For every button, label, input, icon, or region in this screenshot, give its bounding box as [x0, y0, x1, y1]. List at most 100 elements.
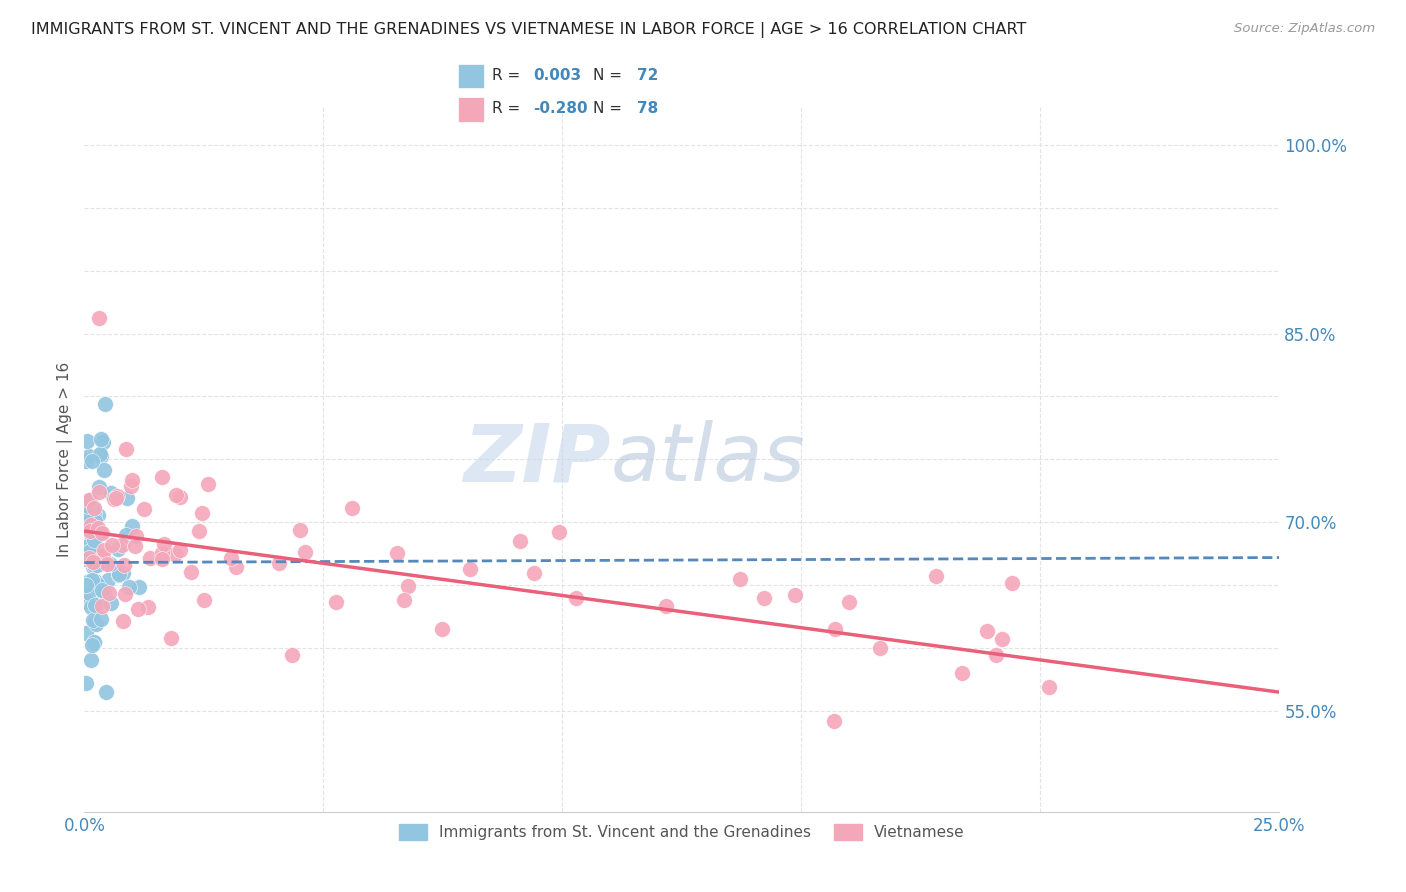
Point [87, 311, 110, 326]
Point [90, 432, 112, 446]
Point [86, 576, 108, 591]
Point [76, 515, 98, 529]
Point [100, 557, 122, 571]
Point [82, 502, 104, 516]
Point [869, 640, 891, 655]
Point [150, 470, 173, 484]
Point [86, 508, 108, 522]
Point [114, 587, 136, 601]
Point [115, 528, 138, 542]
Point [134, 502, 156, 516]
Text: N =: N = [593, 102, 627, 116]
Point [950, 665, 973, 680]
Point [80, 517, 103, 532]
Point [90, 611, 112, 625]
Point [91, 435, 114, 450]
FancyBboxPatch shape [458, 97, 484, 122]
Text: -0.280: -0.280 [533, 102, 588, 116]
Point [325, 595, 347, 609]
Text: R =: R = [492, 102, 524, 116]
Point [75, 625, 97, 640]
Point [824, 622, 846, 636]
Point [83, 501, 105, 516]
Point [120, 479, 142, 493]
Point [509, 533, 531, 548]
Point [93, 584, 115, 599]
Text: 78: 78 [637, 102, 658, 116]
Point [294, 545, 316, 559]
Point [75, 551, 97, 566]
Point [83, 506, 105, 520]
Point [160, 632, 183, 646]
Point [169, 543, 191, 558]
Point [84, 615, 107, 629]
Point [1038, 680, 1060, 694]
Point [107, 542, 129, 557]
Point [82, 507, 104, 521]
Point [180, 565, 202, 579]
Point [107, 566, 129, 581]
Point [75, 578, 97, 592]
Point [117, 491, 139, 505]
Point [87, 521, 110, 535]
Point [547, 525, 569, 540]
Point [112, 558, 135, 573]
Point [82, 519, 104, 533]
Point [77, 585, 100, 599]
Point [97, 586, 120, 600]
Point [385, 546, 408, 560]
Point [94, 685, 117, 699]
Text: 0.003: 0.003 [533, 69, 581, 84]
Point [225, 559, 247, 574]
Point [75, 508, 97, 523]
Point [91, 525, 114, 540]
Text: Source: ZipAtlas.com: Source: ZipAtlas.com [1234, 22, 1375, 36]
Point [984, 648, 1007, 662]
Point [838, 595, 860, 609]
Point [86, 558, 108, 573]
Point [221, 550, 243, 565]
Point [290, 524, 312, 538]
Point [165, 487, 187, 501]
Point [823, 714, 845, 728]
Point [105, 489, 128, 503]
Point [83, 635, 105, 649]
Point [79, 544, 101, 558]
Point [169, 490, 191, 504]
Point [94, 397, 117, 411]
Point [79, 492, 101, 507]
Point [89, 447, 111, 461]
Point [82, 533, 104, 547]
Point [75, 594, 97, 608]
Point [87, 480, 110, 494]
Text: ZIP: ZIP [463, 420, 610, 499]
Point [111, 566, 134, 581]
Y-axis label: In Labor Force | Age > 16: In Labor Force | Age > 16 [58, 362, 73, 557]
Point [93, 463, 115, 477]
Point [127, 602, 149, 616]
Text: atlas: atlas [610, 420, 806, 499]
Point [193, 592, 215, 607]
Point [124, 539, 146, 553]
Point [75, 541, 97, 555]
Point [115, 442, 138, 456]
Point [89, 485, 111, 500]
Point [267, 556, 290, 570]
Point [125, 529, 148, 543]
Point [121, 519, 143, 533]
Point [90, 599, 112, 613]
Point [111, 538, 134, 552]
Point [522, 566, 544, 580]
Point [188, 524, 211, 539]
Point [991, 632, 1014, 647]
Point [76, 434, 98, 449]
Text: 72: 72 [637, 69, 658, 84]
Point [101, 538, 124, 552]
Point [80, 545, 103, 559]
Point [83, 634, 105, 648]
Point [754, 591, 776, 605]
Point [77, 499, 100, 513]
Point [77, 449, 100, 463]
Point [785, 588, 807, 602]
Point [84, 574, 107, 588]
